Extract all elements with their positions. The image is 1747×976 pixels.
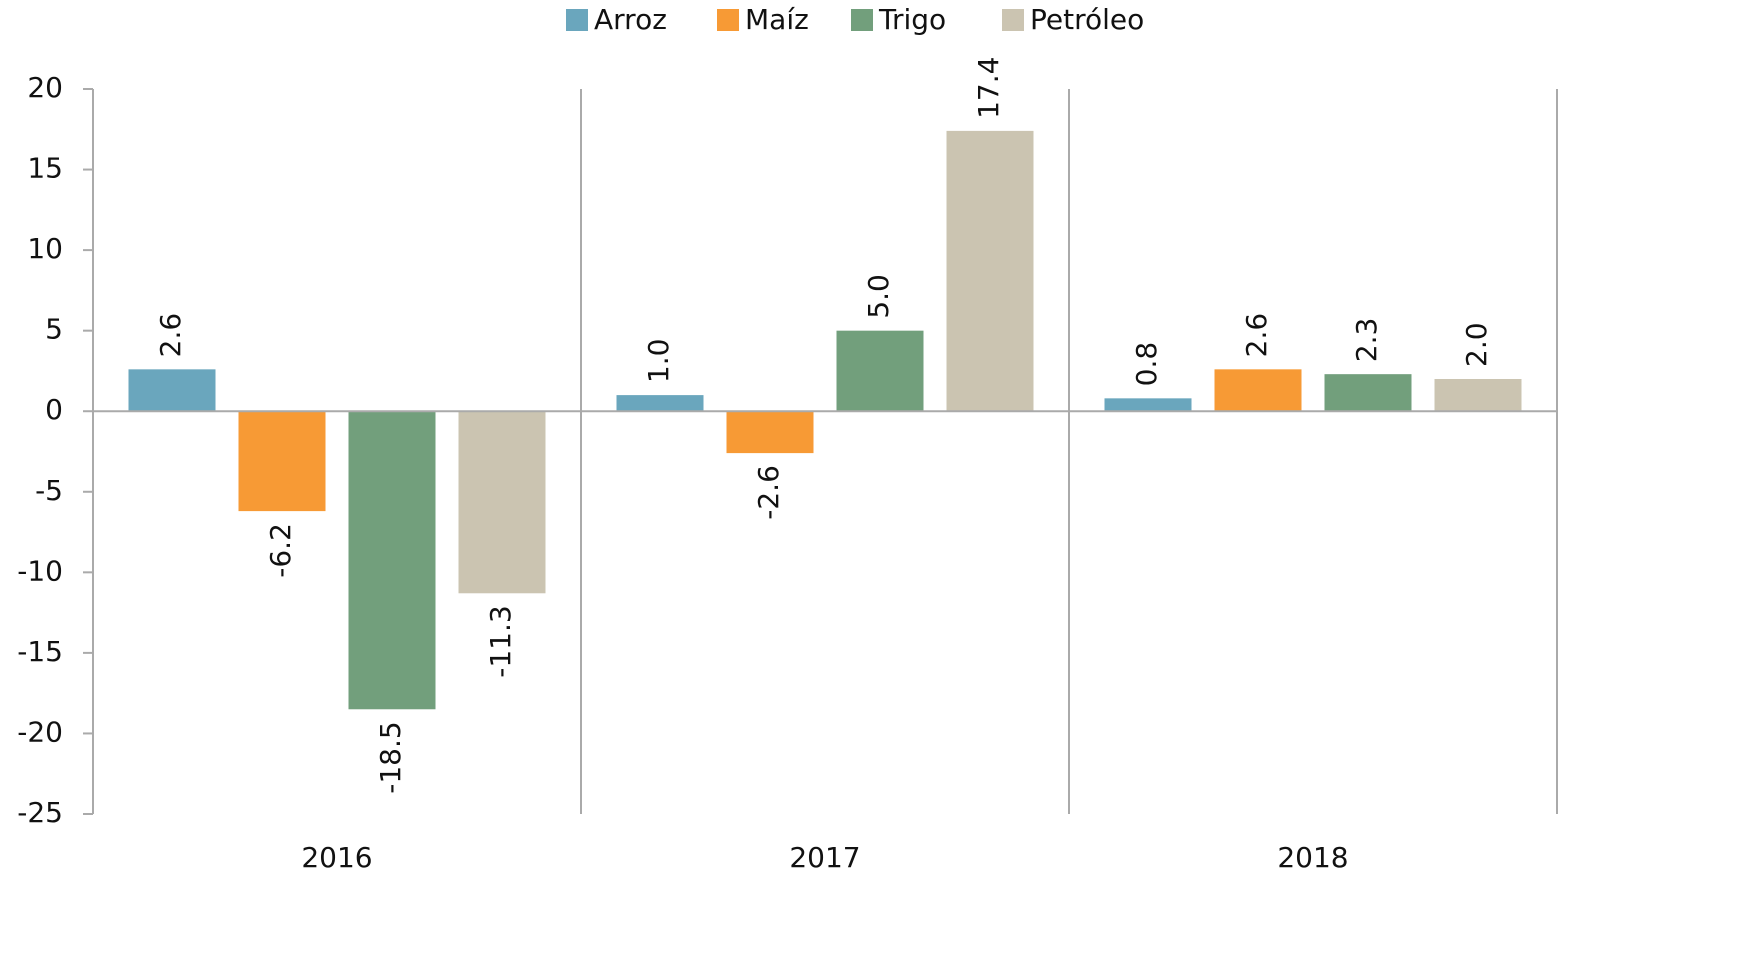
y-tick-label: -20: [17, 715, 63, 748]
y-tick-label: -10: [17, 554, 63, 587]
x-tick-label: 2016: [301, 841, 372, 874]
bar: [726, 411, 814, 454]
y-tick-label: -15: [17, 635, 63, 668]
value-label: -6.2: [264, 523, 297, 578]
value-label: 2.3: [1350, 318, 1383, 363]
y-tick-label: 20: [27, 71, 63, 104]
bar: [238, 411, 326, 512]
y-tick-label: -25: [17, 796, 63, 829]
value-label: 2.6: [1240, 313, 1273, 358]
value-label: -18.5: [374, 721, 407, 793]
value-label: 2.0: [1460, 322, 1493, 367]
value-label: 5.0: [862, 274, 895, 319]
legend-swatch: [566, 9, 588, 31]
bar: [1214, 369, 1302, 412]
bar: [1434, 379, 1522, 412]
bar: [836, 330, 924, 412]
legend-label: Petróleo: [1030, 3, 1144, 36]
legend-swatch: [851, 9, 873, 31]
bar: [616, 395, 704, 412]
bar: [1324, 374, 1412, 412]
legend-swatch: [1002, 9, 1024, 31]
legend-swatch: [717, 9, 739, 31]
value-label: -2.6: [752, 465, 785, 520]
value-label: 2.6: [154, 313, 187, 358]
bar: [458, 411, 546, 594]
bar: [1104, 398, 1192, 412]
legend-label: Arroz: [594, 3, 667, 36]
value-label: -11.3: [484, 605, 517, 677]
value-label: 0.8: [1130, 342, 1163, 387]
y-tick-label: 10: [27, 232, 63, 265]
x-tick-label: 2017: [789, 841, 860, 874]
value-label: 1.0: [642, 339, 675, 384]
legend-label: Maíz: [745, 3, 809, 36]
bar: [348, 411, 436, 710]
y-tick-label: 15: [27, 152, 63, 185]
y-tick-label: 5: [45, 313, 63, 346]
value-label: 17.4: [972, 57, 1005, 119]
bar: [946, 130, 1034, 412]
y-tick-label: 0: [45, 393, 63, 426]
bar: [128, 369, 216, 412]
legend-label: Trigo: [878, 3, 946, 36]
x-tick-label: 2018: [1277, 841, 1348, 874]
y-tick-label: -5: [35, 474, 63, 507]
